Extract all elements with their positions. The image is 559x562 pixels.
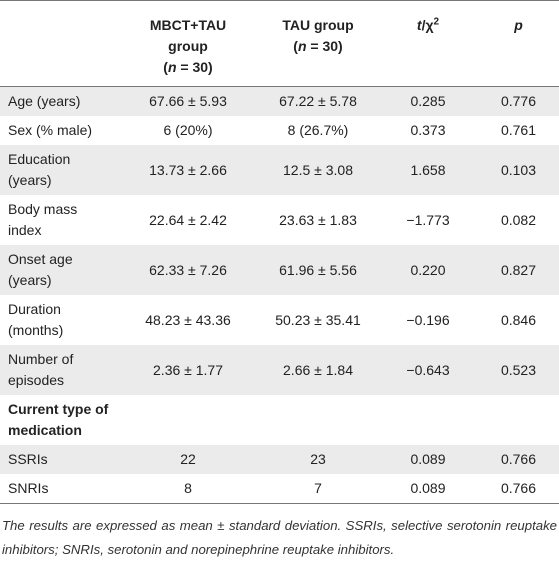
table-cell: 22.64 ± 2.42	[149, 211, 227, 228]
table-cell: 0.827	[500, 261, 537, 278]
table-cell: 0.776	[500, 93, 537, 109]
data-table: MBCT+TAU group (n = 30) TAU group (n = 30) t/…	[0, 0, 559, 504]
header-text: (	[163, 59, 168, 75]
table-cell: 8	[184, 480, 192, 496]
table-cell: 67.22 ± 5.78	[279, 93, 357, 109]
table-cell: 67.66 ± 5.93	[149, 93, 227, 109]
table-row: Education (years) 13.73 ± 2.66 12.5 ± 3.08…	[0, 145, 559, 195]
header-text: = 30)	[306, 38, 343, 54]
table-cell: 0.766	[500, 480, 537, 496]
table-cell: −1.773	[406, 211, 450, 228]
header-cell: p	[478, 1, 559, 87]
header-text: MBCT+TAU	[149, 17, 227, 33]
header-text: TAU group	[282, 17, 354, 33]
table-cell: 8 (26.7%)	[287, 122, 349, 138]
table-cell: SNRIs	[8, 480, 49, 496]
table-cell: 0.220	[410, 261, 446, 278]
header-text: = 30)	[176, 59, 213, 75]
header-cell: t/χ2	[378, 1, 478, 87]
header-text: n	[297, 38, 307, 54]
table-cell: 0.766	[500, 451, 537, 467]
empty-cell	[118, 395, 559, 445]
table-cell: 12.5 ± 3.08	[283, 161, 353, 178]
table-cell: 0.103	[500, 161, 537, 178]
header-text: p	[514, 17, 523, 33]
header-cell: TAU group (n = 30)	[258, 1, 378, 87]
table-cell: Age (years)	[8, 93, 81, 109]
table-row: SSRIs 22 23 0.089 0.766	[0, 445, 559, 474]
section-label: Current type of medication	[8, 401, 109, 438]
table-cell: 0.523	[500, 361, 537, 378]
header-cell	[0, 1, 118, 87]
table-cell: Sex (% male)	[8, 122, 93, 138]
header-text: 2	[433, 16, 440, 28]
header-row: MBCT+TAU group (n = 30) TAU group (n = 30) t/…	[0, 0, 559, 87]
table-cell: 0.089	[410, 480, 446, 496]
table-cell: 1.658	[410, 161, 446, 178]
table-cell: 7	[314, 480, 322, 496]
table-cell: Education (years)	[8, 151, 71, 188]
table-cell: 62.33 ± 7.26	[149, 261, 227, 278]
table-row: Onset age (years) 62.33 ± 7.26 61.96 ± 5.5…	[0, 245, 559, 295]
table-cell: 23.63 ± 1.83	[279, 211, 357, 228]
table-cell: Body mass index	[8, 201, 78, 238]
header-text: group	[168, 38, 208, 54]
table-row: Sex (% male) 6 (20%) 8 (26.7%) 0.373 0.761	[0, 116, 559, 145]
table-cell: 48.23 ± 43.36	[145, 311, 231, 328]
header-text: t	[416, 17, 422, 33]
table-cell: 23	[310, 451, 326, 467]
table-row: Age (years) 67.66 ± 5.93 67.22 ± 5.78 0.285…	[0, 86, 559, 116]
header-text: (	[293, 38, 298, 54]
table-cell: Number of episodes	[8, 351, 74, 388]
table-cell: 0.373	[410, 122, 446, 138]
table-cell: 13.73 ± 2.66	[149, 161, 227, 178]
table-cell: SSRIs	[8, 451, 48, 467]
table-cell: 50.23 ± 35.41	[275, 311, 361, 328]
table-row: Duration (months) 48.23 ± 43.36 50.23 ± 35…	[0, 295, 559, 345]
table-cell: 0.285	[410, 93, 446, 109]
table-cell: 2.66 ± 1.84	[283, 361, 353, 378]
table-cell: Duration (months)	[8, 301, 64, 338]
header-cell: MBCT+TAU group (n = 30)	[118, 1, 258, 87]
table-row: Body mass index 22.64 ± 2.42 23.63 ± 1.83 −…	[0, 195, 559, 245]
footnote: The results are expressed as mean ± stan…	[2, 518, 557, 557]
table-row: Number of episodes 2.36 ± 1.77 2.66 ± 1.84…	[0, 345, 559, 395]
table-cell: 2.36 ± 1.77	[153, 361, 223, 378]
header-text: n	[167, 59, 177, 75]
table-cell: 61.96 ± 5.56	[279, 261, 357, 278]
table-cell: 0.761	[500, 122, 537, 138]
table-cell: −0.643	[406, 361, 450, 378]
table-cell: 0.089	[410, 451, 446, 467]
table-row: Current type of medication	[0, 395, 559, 445]
table-cell: 22	[180, 451, 196, 467]
header-text: /χ	[421, 17, 434, 33]
table-row: SNRIs 8 7 0.089 0.766	[0, 474, 559, 504]
table-cell: 0.082	[500, 211, 537, 228]
table-cell: Onset age (years)	[8, 251, 73, 288]
table-cell: 6 (20%)	[163, 122, 213, 138]
table-cell: −0.196	[406, 311, 450, 328]
table-cell: 0.846	[500, 311, 537, 328]
